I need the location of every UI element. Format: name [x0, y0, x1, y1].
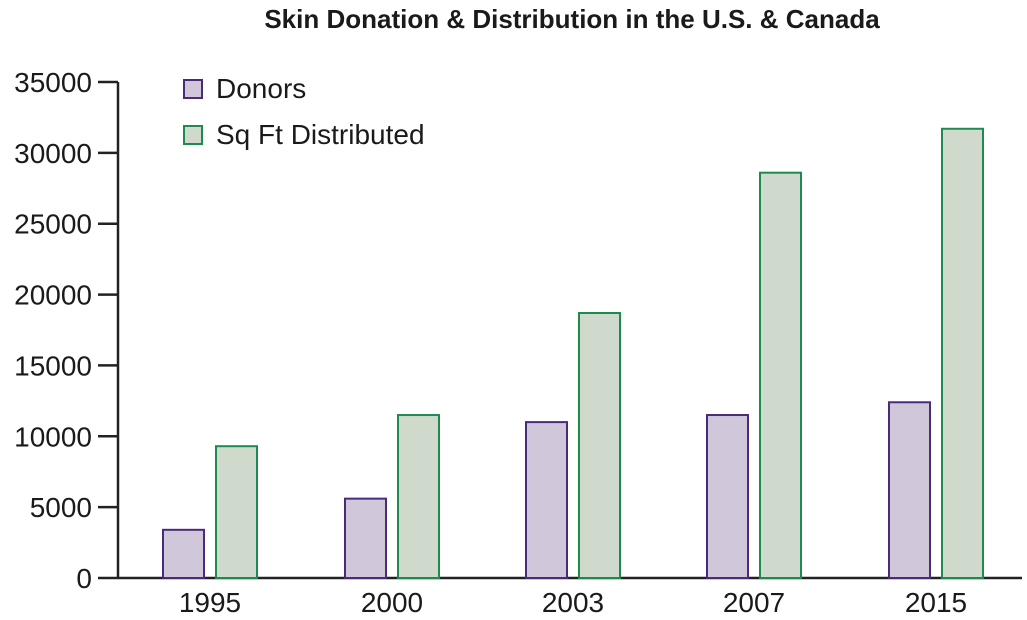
y-tick-label: 20000 [14, 280, 92, 311]
chart-title: Skin Donation & Distribution in the U.S.… [264, 4, 880, 34]
bar-sq-ft-distributed-2003 [578, 311, 621, 579]
y-tick-label: 10000 [14, 421, 92, 452]
x-tick-label: 2000 [361, 587, 423, 618]
y-tick-label: 0 [76, 563, 92, 594]
y-tick-label: 25000 [14, 209, 92, 240]
y-tick-label: 5000 [30, 492, 92, 523]
x-tick-label: 2007 [723, 587, 785, 618]
x-tick-label: 1995 [179, 587, 241, 618]
legend-label-donors: Donors [216, 73, 306, 104]
legend-label-sq-ft-distributed: Sq Ft Distributed [216, 119, 425, 150]
y-axis: 0 5000 10000 15000 20000 25000 30000 35000 [14, 67, 120, 594]
bar-donors-2003 [525, 421, 568, 579]
x-tick-label: 2003 [542, 587, 604, 618]
bar-sq-ft-distributed-2000 [397, 414, 440, 579]
y-tick-label: 35000 [14, 67, 92, 98]
x-axis: 1995 2000 2003 2007 2015 [118, 576, 1022, 618]
bar-donors-2000 [344, 497, 387, 580]
bar-donors-2007 [706, 414, 749, 579]
bar-sq-ft-distributed-2007 [759, 171, 802, 579]
bar-sq-ft-distributed-1995 [215, 445, 258, 579]
bars [162, 127, 984, 580]
bar-donors-2015 [888, 401, 931, 579]
y-tick-label: 30000 [14, 138, 92, 169]
bar-donors-1995 [162, 528, 205, 579]
legend-swatch-donors [183, 79, 203, 99]
bar-sq-ft-distributed-2015 [941, 127, 984, 579]
legend: Donors Sq Ft Distributed [183, 73, 425, 150]
y-tick-label: 15000 [14, 350, 92, 381]
x-tick-label: 2015 [905, 587, 967, 618]
legend-swatch-sq-ft-distributed [183, 125, 203, 145]
